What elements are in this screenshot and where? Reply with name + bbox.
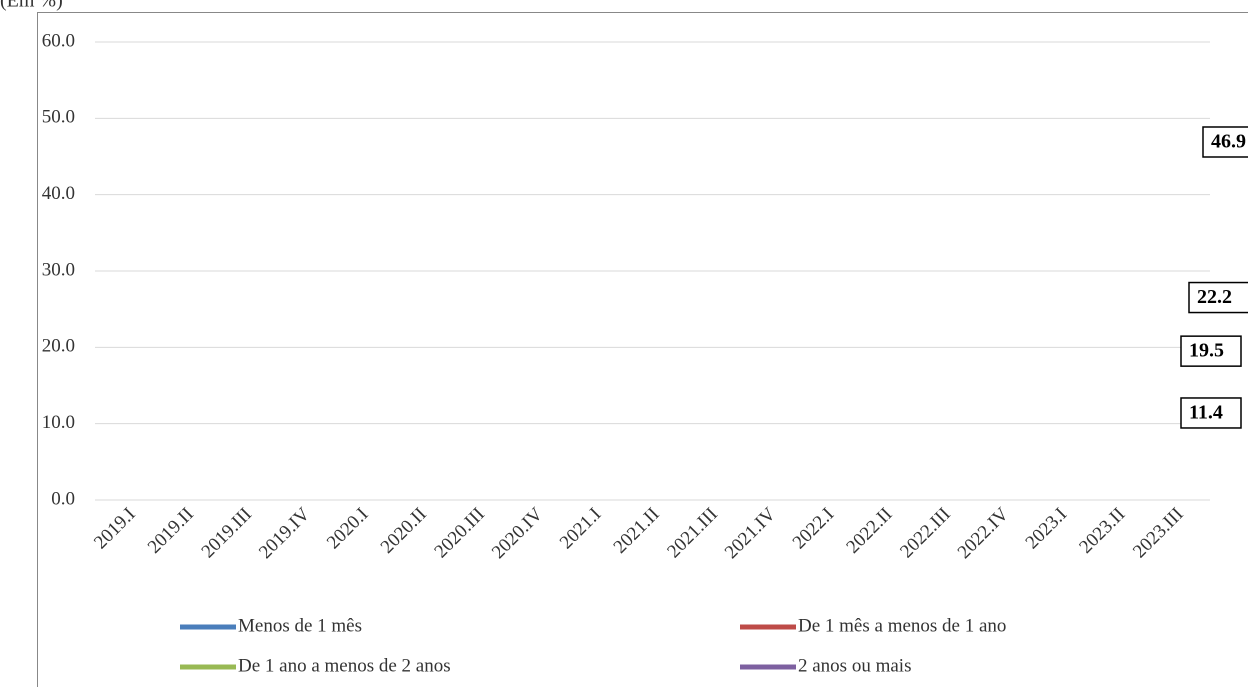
x-tick-label: 2021.III <box>663 504 722 563</box>
y-tick-label: 40.0 <box>42 183 75 204</box>
y-tick-label: 0.0 <box>51 488 75 509</box>
x-tick-label: 2020.IV <box>488 504 547 563</box>
data-label: 22.2 <box>1197 286 1232 308</box>
data-label: 19.5 <box>1189 340 1224 362</box>
legend-label: 2 anos ou mais <box>798 655 911 676</box>
x-tick-label: 2023.II <box>1075 504 1129 558</box>
data-label: 11.4 <box>1189 402 1223 424</box>
x-tick-label: 2023.I <box>1022 504 1072 554</box>
x-tick-label: 2019.I <box>90 504 140 554</box>
y-tick-label: 20.0 <box>42 336 75 357</box>
x-tick-label: 2020.III <box>430 504 489 563</box>
legend-label: De 1 mês a menos de 1 ano <box>798 615 1006 636</box>
y-tick-label: 10.0 <box>42 412 75 433</box>
x-tick-label: 2020.I <box>323 504 373 554</box>
x-tick-label: 2022.I <box>789 504 839 554</box>
legend-label: Menos de 1 mês <box>238 615 362 636</box>
x-tick-label: 2019.IV <box>255 504 314 563</box>
chart-border <box>38 13 1248 688</box>
x-tick-label: 2022.III <box>896 504 955 563</box>
legend-label: De 1 ano a menos de 2 anos <box>238 655 451 676</box>
x-tick-label: 2023.III <box>1129 504 1188 563</box>
x-tick-label: 2021.IV <box>721 504 780 563</box>
x-tick-label: 2022.IV <box>954 504 1013 563</box>
y-tick-label: 50.0 <box>42 107 75 128</box>
y-tick-label: 60.0 <box>42 30 75 51</box>
x-tick-label: 2020.II <box>377 504 431 558</box>
x-tick-label: 2019.III <box>198 504 257 563</box>
y-tick-label: 30.0 <box>42 259 75 280</box>
x-tick-label: 2021.II <box>610 504 664 558</box>
x-tick-label: 2019.II <box>144 504 198 558</box>
data-label: 46.9 <box>1211 131 1246 153</box>
x-tick-label: 2021.I <box>556 504 606 554</box>
chart-title: (Em %) <box>0 0 63 12</box>
x-tick-label: 2022.II <box>842 504 896 558</box>
